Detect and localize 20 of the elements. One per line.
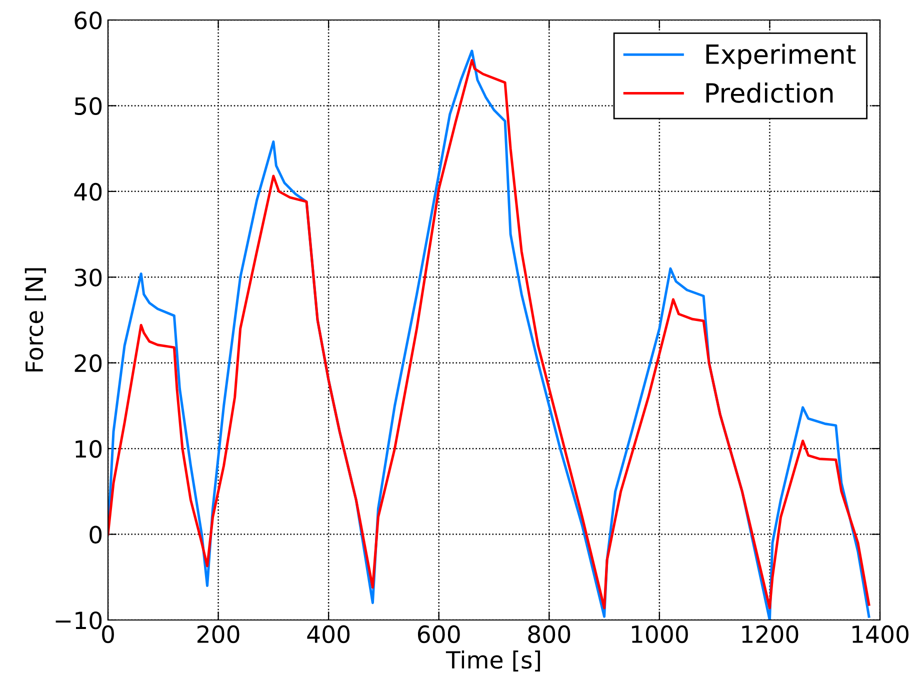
x-tick-label: 0 [102,625,114,644]
x-tick-label: 200 [197,625,240,644]
legend-label: Prediction [706,82,833,103]
x-axis-title: Time [s] [446,650,540,672]
y-tick-label: 40 [74,182,102,201]
y-tick-label: 20 [74,354,102,372]
x-tick-label: 1000 [632,625,688,644]
y-tick-label: 60 [74,11,102,30]
y-tick-label: 30 [74,268,102,286]
y-tick-label: 50 [74,97,102,116]
y-tick-label: −10 [56,611,102,630]
x-tick-label: 1400 [852,625,908,644]
x-tick-label: 800 [528,625,570,644]
legend-label: Experiment [706,44,856,70]
x-tick-label: 600 [418,625,460,644]
y-tick-label: 0 [90,526,102,544]
y-axis-title: Force [N] [24,268,46,372]
x-tick-label: 400 [307,625,350,644]
y-tick-label: 10 [76,440,102,458]
x-tick-label: 1200 [742,625,798,644]
